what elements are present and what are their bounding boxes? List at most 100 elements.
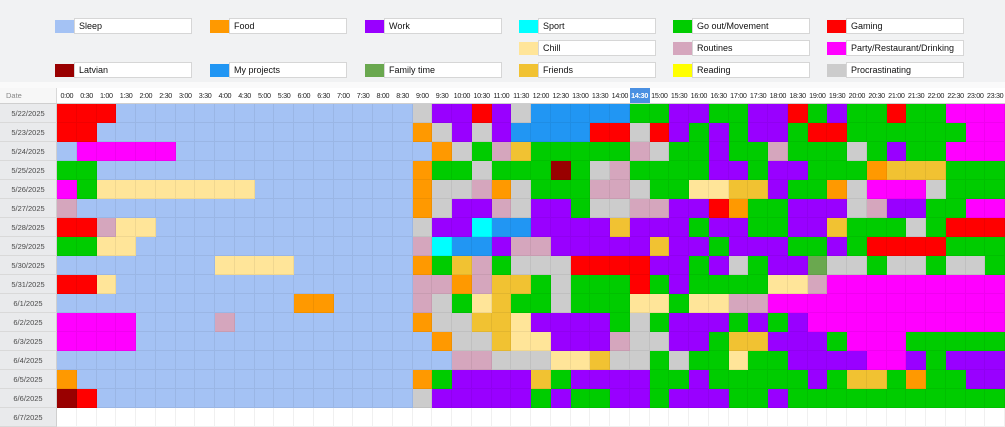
grid-cell[interactable] <box>471 199 492 218</box>
grid-cell[interactable] <box>906 142 926 161</box>
grid-cell[interactable] <box>511 275 531 294</box>
grid-cell[interactable] <box>847 332 867 351</box>
grid-cell[interactable] <box>669 161 689 180</box>
grid-cell[interactable] <box>768 294 788 313</box>
grid-cell[interactable] <box>906 180 926 199</box>
grid-cell[interactable] <box>136 218 156 237</box>
time-header-cell[interactable]: 10:00 <box>453 91 471 100</box>
grid-cell[interactable] <box>926 389 946 408</box>
grid-cell[interactable] <box>452 275 472 294</box>
grid-cell[interactable] <box>787 370 808 389</box>
grid-cell[interactable] <box>274 218 294 237</box>
grid-cell[interactable] <box>274 237 294 256</box>
grid-cell[interactable] <box>689 256 709 275</box>
grid-cell[interactable] <box>570 370 591 389</box>
grid-cell[interactable] <box>175 237 196 256</box>
grid-cell[interactable] <box>57 180 77 199</box>
time-header-cell[interactable]: 19:00 <box>809 91 826 100</box>
grid-cell[interactable] <box>511 389 531 408</box>
grid-cell[interactable] <box>175 275 196 294</box>
grid-cell[interactable] <box>333 142 354 161</box>
grid-cell[interactable] <box>294 218 314 237</box>
grid-cell[interactable] <box>689 123 709 142</box>
grid-cell[interactable] <box>96 104 117 123</box>
grid-cell[interactable] <box>274 123 294 142</box>
grid-cell[interactable] <box>787 123 808 142</box>
grid-cell[interactable] <box>708 389 729 408</box>
grid-cell[interactable] <box>689 294 709 313</box>
grid-cell[interactable] <box>76 332 97 351</box>
grid-cell[interactable] <box>215 180 235 199</box>
grid-cell[interactable] <box>511 180 531 199</box>
grid-cell[interactable] <box>57 389 77 408</box>
grid-cell[interactable] <box>432 161 452 180</box>
time-header-cell[interactable]: 21:00 <box>888 91 905 100</box>
grid-cell[interactable] <box>136 123 156 142</box>
grid-cell[interactable] <box>373 104 393 123</box>
grid-cell[interactable] <box>590 313 610 332</box>
grid-cell[interactable] <box>234 294 255 313</box>
grid-cell[interactable] <box>629 389 650 408</box>
grid-cell[interactable] <box>728 370 749 389</box>
grid-cell[interactable] <box>155 237 176 256</box>
grid-cell[interactable] <box>392 332 413 351</box>
grid-cell[interactable] <box>452 104 472 123</box>
time-header-cell[interactable]: 15:30 <box>670 91 688 100</box>
grid-cell[interactable] <box>116 104 136 123</box>
grid-cell[interactable] <box>550 237 571 256</box>
time-header-cell[interactable]: 14:30 <box>629 88 650 103</box>
grid-cell[interactable] <box>254 104 275 123</box>
grid-cell[interactable] <box>985 408 1005 427</box>
grid-cell[interactable] <box>728 180 749 199</box>
grid-cell[interactable] <box>965 256 986 275</box>
legend-label[interactable]: Sleep <box>74 18 192 34</box>
grid-cell[interactable] <box>96 218 117 237</box>
grid-cell[interactable] <box>373 199 393 218</box>
grid-cell[interactable] <box>195 408 215 427</box>
grid-cell[interactable] <box>708 104 729 123</box>
time-header-cell[interactable]: 0:30 <box>80 91 94 100</box>
legend-label[interactable]: Go out/Movement <box>692 18 810 34</box>
grid-cell[interactable] <box>689 332 709 351</box>
grid-cell[interactable] <box>274 180 294 199</box>
grid-cell[interactable] <box>254 351 275 370</box>
grid-cell[interactable] <box>728 389 749 408</box>
grid-cell[interactable] <box>353 256 373 275</box>
grid-cell[interactable] <box>610 237 630 256</box>
grid-cell[interactable] <box>748 370 768 389</box>
grid-cell[interactable] <box>511 351 531 370</box>
grid-cell[interactable] <box>234 351 255 370</box>
grid-cell[interactable] <box>353 313 373 332</box>
grid-cell[interactable] <box>649 142 670 161</box>
time-header-cell[interactable]: 23:30 <box>986 91 1004 100</box>
grid-cell[interactable] <box>392 351 413 370</box>
grid-cell[interactable] <box>392 123 413 142</box>
grid-cell[interactable] <box>926 218 946 237</box>
grid-cell[interactable] <box>511 161 531 180</box>
grid-cell[interactable] <box>392 199 413 218</box>
grid-cell[interactable] <box>728 408 749 427</box>
grid-cell[interactable] <box>412 294 433 313</box>
grid-cell[interactable] <box>629 294 650 313</box>
grid-cell[interactable] <box>136 275 156 294</box>
grid-cell[interactable] <box>886 256 907 275</box>
grid-cell[interactable] <box>965 408 986 427</box>
grid-cell[interactable] <box>175 313 196 332</box>
grid-cell[interactable] <box>96 199 117 218</box>
grid-cell[interactable] <box>195 389 215 408</box>
date-cell[interactable]: 5/27/2025 <box>0 199 57 218</box>
grid-cell[interactable] <box>254 237 275 256</box>
grid-cell[interactable] <box>452 332 472 351</box>
grid-cell[interactable] <box>669 275 689 294</box>
grid-cell[interactable] <box>550 332 571 351</box>
grid-cell[interactable] <box>195 199 215 218</box>
grid-cell[interactable] <box>866 123 887 142</box>
grid-cell[interactable] <box>373 313 393 332</box>
grid-cell[interactable] <box>195 294 215 313</box>
grid-cell[interactable] <box>471 294 492 313</box>
grid-cell[interactable] <box>353 294 373 313</box>
grid-cell[interactable] <box>274 294 294 313</box>
grid-cell[interactable] <box>570 351 591 370</box>
grid-cell[interactable] <box>234 389 255 408</box>
time-header-cell[interactable]: 12:30 <box>552 91 569 100</box>
